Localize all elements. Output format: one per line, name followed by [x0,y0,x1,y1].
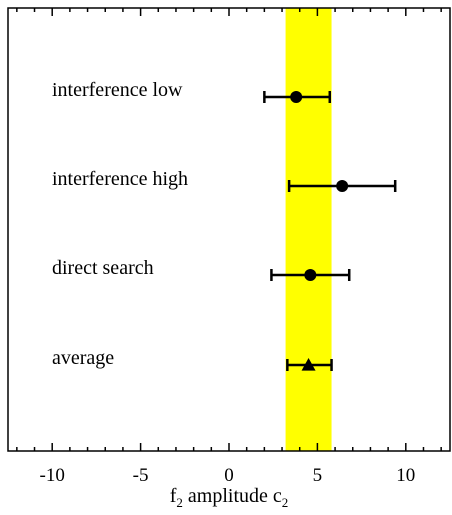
data-point-group [286,358,333,371]
category-label: interference high [52,168,188,190]
circle-marker [290,91,303,103]
data-point-group [270,269,351,281]
circle-marker [336,180,349,192]
triangle-marker [301,358,316,371]
x-axis-label-text: f [170,485,177,507]
x-tick-label: 0 [224,465,234,486]
category-label: direct search [52,257,154,279]
x-tick-label: 5 [313,465,323,486]
category-label: interference low [52,79,183,101]
plot-frame [7,7,451,452]
x-axis-label-subscript: 2 [176,495,183,510]
circle-marker [304,269,317,281]
x-axis-label-text: amplitude c [183,485,282,507]
x-tick-label: 10 [396,465,415,486]
average-band-layer [285,8,332,451]
category-label-layer: interference low interference high direct … [52,79,188,369]
average-band [285,8,332,451]
category-label: average [52,347,114,369]
data-layer [263,91,397,371]
data-point-group [287,180,397,192]
x-tick-label: -5 [133,465,149,486]
data-point-group [263,91,332,103]
x-axis-label: f2​ amplitude c2​ [170,485,289,510]
x-tick-label: -10 [40,465,65,486]
tick-layer: -10 -5 0 5 10 [16,8,442,486]
x-axis-label-subscript: 2 [282,495,289,510]
